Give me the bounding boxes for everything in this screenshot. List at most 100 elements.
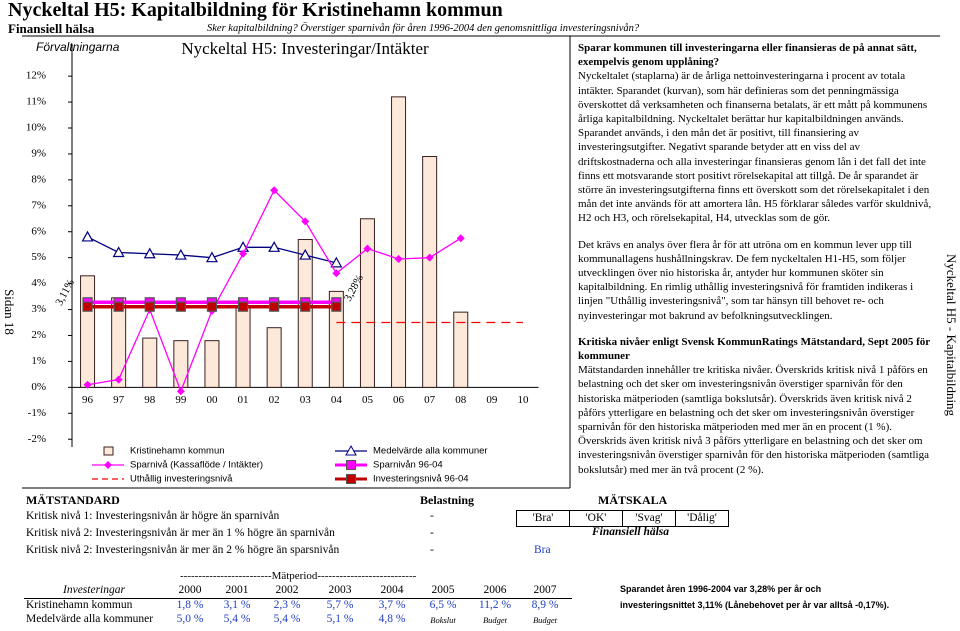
x-tick-label: 96: [82, 394, 94, 406]
x-tick-label: 07: [424, 394, 436, 406]
period-cell: 5,0 %: [176, 613, 204, 625]
subheading: Kritiska nivåer enligt Svensk KommunRati…: [578, 335, 930, 363]
bar: [266, 327, 282, 388]
standard-heading: MÄTSTANDARD: [26, 493, 120, 507]
standard-load: -: [430, 544, 434, 556]
legend-swatch: [345, 444, 357, 456]
bar: [453, 311, 469, 388]
legend-label: Uthållig investeringsnivå: [130, 474, 233, 485]
org-label: Förvaltningarna: [36, 40, 120, 54]
side-label: Nyckeltal H5 - Kapitalbildning: [944, 254, 959, 417]
x-tick-label: 04: [331, 394, 343, 406]
period-cell: 5,4 %: [273, 613, 301, 625]
y-tick-label: 11%: [26, 96, 46, 108]
period-cell: 6,5 %: [429, 599, 457, 611]
marker: [331, 301, 342, 312]
x-tick-label: 01: [238, 394, 249, 406]
bar: [328, 290, 344, 388]
standard-row: Kritisk nivå 1: Investeringsnivån är hög…: [26, 510, 280, 522]
y-tick-label: 10%: [26, 122, 46, 134]
marker: [112, 246, 125, 258]
legend-label: Sparnivå (Kassaflöde / Intäkter): [130, 460, 263, 471]
marker: [82, 301, 93, 312]
y-tick-label: 1%: [31, 355, 46, 367]
data-label: 3,11%: [53, 277, 77, 307]
period-note: Sparandet åren 1996-2004 var 3,28% per å…: [620, 584, 822, 594]
x-tick-label: 97: [113, 394, 125, 406]
scale-result: Bra: [534, 544, 551, 556]
period-note: investeringsnittet 3,11% (Lånebehovet pe…: [620, 600, 890, 610]
period-cell: Bokslut: [430, 615, 456, 625]
standard-row: Kritisk nivå 2: Investeringsnivån är mer…: [26, 527, 335, 539]
bar: [391, 96, 407, 388]
marker: [301, 217, 310, 226]
period-cell: Medelvärde alla kommuner: [26, 613, 154, 625]
marker: [268, 241, 281, 252]
period-cell: 3,1 %: [223, 599, 251, 611]
period-cell: 4,8 %: [378, 613, 406, 625]
period-cell: 5,4 %: [223, 613, 251, 625]
period-cell: 1,8 %: [176, 599, 204, 611]
x-tick-label: 05: [362, 394, 374, 406]
x-tick-label: 99: [175, 394, 187, 406]
lead-question: Sparar kommunen till investeringarna ell…: [578, 42, 917, 69]
series: [81, 230, 343, 268]
period-cell: 11,2 %: [478, 599, 512, 611]
bar: [422, 156, 438, 388]
scale-caption: Finansiell hälsa: [592, 526, 670, 538]
text-column: Sparar kommunen till investeringarna ell…: [578, 41, 933, 485]
scale-cell: 'OK': [569, 510, 623, 527]
y-tick-label: 6%: [31, 225, 46, 237]
standard-row: Kritisk nivå 2: Investeringsnivån är mer…: [26, 544, 340, 556]
period-cell: 2005: [431, 584, 455, 596]
standard-load: -: [430, 527, 434, 539]
legend-label: Sparnivån 96-04: [373, 460, 443, 471]
paragraph: Det krävs en analys över flera år för at…: [578, 238, 914, 322]
legend-label: Kristinehamn kommun: [130, 446, 225, 457]
x-tick-label: 00: [206, 394, 218, 406]
scale-cell: 'Svag': [622, 510, 676, 527]
question: Sker kapitalbildning? Överstiger sparniv…: [207, 23, 640, 34]
period-cell: 2004: [380, 584, 404, 596]
x-tick-label: 09: [486, 394, 498, 406]
bar: [359, 218, 375, 388]
period-cell: Investeringar: [63, 584, 125, 596]
x-tick-label: 08: [455, 394, 467, 406]
marker: [300, 301, 311, 312]
scale-heading: MÄTSKALA: [598, 493, 668, 507]
y-tick-label: 0%: [31, 381, 46, 393]
legend-label: Investeringsnivå 96-04: [373, 474, 469, 485]
marker: [270, 186, 279, 195]
period-cell: 3,7 %: [378, 599, 406, 611]
marker: [332, 269, 341, 278]
standard-load: -: [430, 510, 434, 522]
period-rule: [24, 598, 572, 599]
period-banner: -------------------------Mätperiod------…: [180, 570, 417, 582]
legend-swatch: [346, 474, 356, 484]
y-tick-label: 5%: [31, 251, 46, 263]
period-cell: 2001: [225, 584, 249, 596]
subtitle: Finansiell hälsa: [8, 21, 95, 36]
marker: [175, 301, 186, 312]
x-tick-label: 03: [300, 394, 312, 406]
marker: [205, 251, 218, 263]
period-cell: Budget: [532, 615, 558, 625]
marker: [176, 387, 185, 396]
y-tick-label: 8%: [31, 173, 46, 185]
marker: [299, 248, 312, 260]
title: Nyckeltal H5: Kapitalbildning för Kristi…: [8, 0, 503, 21]
series: [82, 301, 342, 312]
marker: [330, 256, 343, 268]
scale-cell: 'Dålig': [675, 510, 729, 527]
bar: [80, 275, 96, 388]
period-cell: 8,9 %: [531, 599, 559, 611]
paragraph: Nyckeltalet (staplarna) är de årliga net…: [578, 70, 932, 225]
marker: [456, 234, 465, 243]
period-cell: Budget: [482, 615, 508, 625]
marker: [81, 230, 94, 242]
marker: [174, 248, 187, 260]
x-tick-label: 06: [393, 394, 405, 406]
y-tick-label: 4%: [31, 277, 46, 289]
